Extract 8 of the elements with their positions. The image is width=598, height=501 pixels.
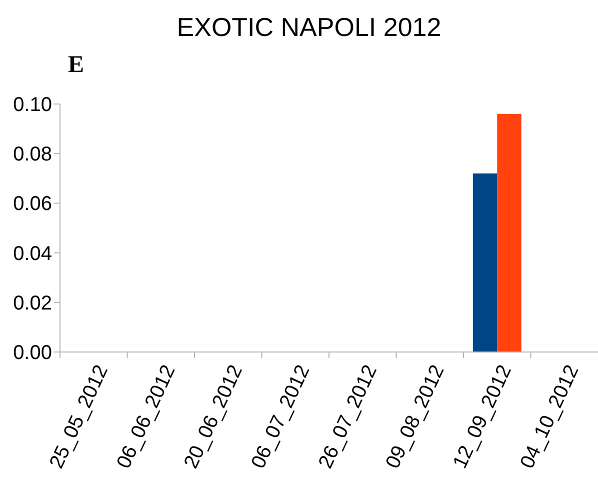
- y-tick-label: 0.02: [13, 292, 52, 314]
- y-tick-label: 0.08: [13, 144, 52, 166]
- y-axis-title: E: [68, 52, 84, 78]
- y-tick-label: 0.04: [13, 242, 52, 265]
- y-tick-label: 0.00: [13, 342, 52, 364]
- y-tick-label: 0.10: [13, 94, 52, 116]
- y-tick-label: 0.06: [13, 193, 52, 216]
- chart-title: EXOTIC NAPOLI 2012: [176, 12, 442, 42]
